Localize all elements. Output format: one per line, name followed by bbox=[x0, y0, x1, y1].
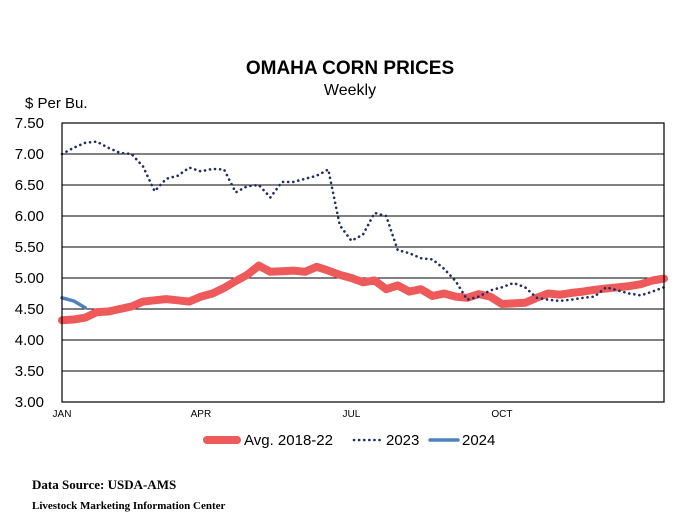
series-line-2023 bbox=[60, 140, 666, 303]
y-tick-label: 7.00 bbox=[15, 146, 44, 163]
y-tick-labels: 7.50 7.00 6.50 6.00 5.50 5.00 4.50 4.00 3.50 3.00 bbox=[15, 115, 44, 411]
data-source-note: Data Source: USDA-AMS bbox=[32, 477, 177, 492]
legend-label: 2023 bbox=[386, 432, 419, 449]
legend-label: 2024 bbox=[462, 432, 495, 449]
series-line-2024 bbox=[60, 296, 87, 310]
x-tick-label: OCT bbox=[491, 409, 512, 420]
x-tick-label: JAN bbox=[53, 409, 72, 420]
series-line-avg-2018-22 bbox=[58, 261, 668, 325]
x-tick-label: APR bbox=[191, 409, 212, 420]
chart-subtitle: Weekly bbox=[324, 82, 376, 99]
corn-price-chart: OMAHA CORN PRICES Weekly $ Per Bu. 7.507… bbox=[15, 58, 668, 449]
gridlines bbox=[62, 122, 664, 403]
y-tick-label: 6.50 bbox=[15, 177, 44, 194]
y-axis-label: $ Per Bu. bbox=[25, 95, 88, 112]
plot-area-frame bbox=[61, 122, 665, 403]
publisher-note: Livestock Marketing Information Center bbox=[32, 500, 226, 512]
x-tick-labels: JAN APR JUL OCT bbox=[53, 409, 513, 420]
legend-label: Avg. 2018-22 bbox=[244, 432, 333, 449]
y-tick-label: 5.50 bbox=[15, 239, 44, 256]
y-tick-label: 3.00 bbox=[15, 394, 44, 411]
y-tick-label: 6.00 bbox=[15, 208, 44, 225]
y-tick-label: 7.50 bbox=[15, 115, 44, 132]
legend: Avg. 2018-22 2023 2024 bbox=[203, 432, 495, 449]
y-tick-label: 4.50 bbox=[15, 301, 44, 318]
chart-title: OMAHA CORN PRICES bbox=[246, 58, 454, 79]
x-tick-label: JUL bbox=[343, 409, 361, 420]
series-lines bbox=[58, 140, 668, 325]
y-tick-label: 5.00 bbox=[15, 270, 44, 287]
y-tick-label: 3.50 bbox=[15, 363, 44, 380]
y-tick-label: 4.00 bbox=[15, 332, 44, 349]
